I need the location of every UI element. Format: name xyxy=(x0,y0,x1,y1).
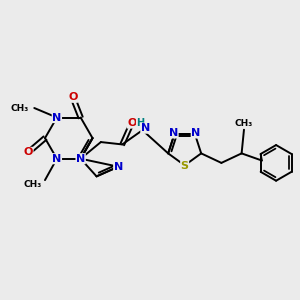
Text: N: N xyxy=(52,154,62,164)
Text: N: N xyxy=(114,162,123,172)
Text: O: O xyxy=(68,92,77,102)
Text: O: O xyxy=(127,118,136,128)
Text: S: S xyxy=(181,161,189,171)
Text: H: H xyxy=(136,118,145,128)
Text: N: N xyxy=(76,154,85,164)
Text: N: N xyxy=(52,112,62,122)
Text: CH₃: CH₃ xyxy=(235,119,253,128)
Text: N: N xyxy=(141,123,150,133)
Text: N: N xyxy=(169,128,178,138)
Text: CH₃: CH₃ xyxy=(10,103,28,112)
Text: CH₃: CH₃ xyxy=(24,180,42,189)
Text: N: N xyxy=(191,128,200,138)
Text: O: O xyxy=(24,147,33,158)
